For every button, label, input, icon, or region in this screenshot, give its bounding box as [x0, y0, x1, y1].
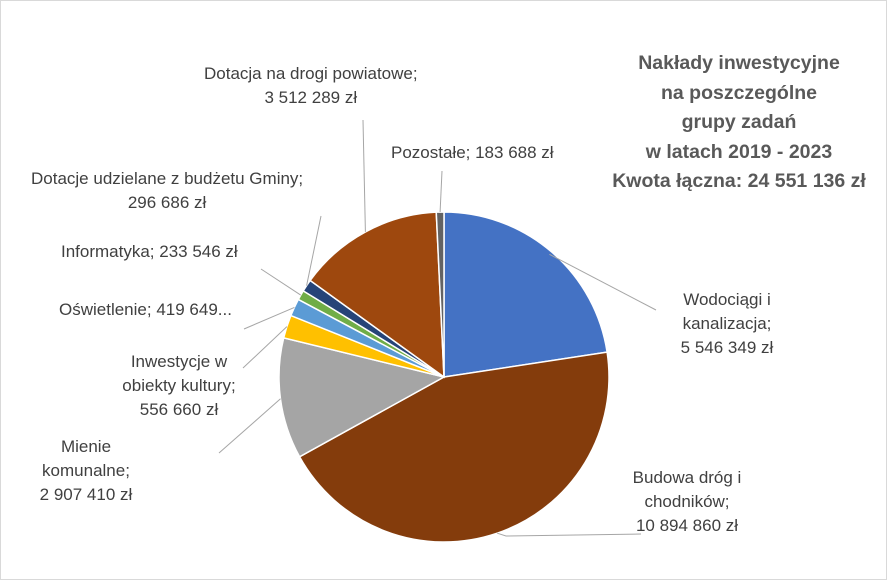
title-line-1: Nakłady inwestycyjne	[638, 52, 840, 74]
leader-line-4	[243, 306, 295, 330]
label-wodociagi: Wodociągi i kanalizacja; 5 546 349 zł	[680, 290, 774, 357]
pie-slice-wodoci-gi-i-kanalizacja	[443, 211, 608, 378]
leader-line-3	[242, 326, 288, 369]
leader-line-wodociagi	[549, 253, 657, 311]
label-mienie-komunalne: Mienie komunalne; 2 907 410 zł	[39, 437, 133, 504]
leader-line-budowa-drog	[497, 532, 642, 537]
leader-line-6	[306, 215, 322, 286]
leader-lines	[218, 119, 657, 537]
label-inwestycje-kultura: Inwestycje w obiekty kultury; 556 660 zł	[122, 352, 236, 419]
label-budowa-drog: Budowa dróg i chodników; 10 894 860 zł	[632, 468, 742, 535]
label-oswietlenie: Oświetlenie; 419 649...	[59, 300, 232, 319]
label-informatyka: Informatyka; 233 546 zł	[61, 242, 238, 261]
title-line-2: na poszczególne	[660, 81, 818, 104]
pie-slices	[278, 211, 610, 543]
title-line-4: w latach 2019 - 2023	[645, 140, 833, 163]
label-dotacje-gminy: Dotacje udzielane z budżetu Gminy; 296 6…	[31, 169, 304, 212]
pie-slice-pozosta-e	[435, 211, 445, 378]
leader-line-5	[260, 268, 301, 296]
pie-slice-dotacja-na-drogi-powiatowe	[309, 211, 445, 379]
title-line-3: grupy zadań	[681, 111, 797, 133]
title-line-5: Kwota łączna: 24 551 136 zł	[612, 170, 866, 192]
pie-slice-budowa-dr-g-i-chodnik-w	[298, 351, 610, 543]
leader-line-2	[218, 398, 281, 454]
label-dotacja-drogi-powiatowe: Dotacja na drogi powiatowe; 3 512 289 zł	[204, 64, 418, 107]
chart-title: Nakłady inwestycyjne na poszczególne gru…	[589, 49, 887, 197]
label-pozostale: Pozostałe; 183 688 zł	[391, 143, 554, 162]
leader-line-pozostale	[439, 170, 443, 213]
leader-line-7	[362, 119, 366, 232]
